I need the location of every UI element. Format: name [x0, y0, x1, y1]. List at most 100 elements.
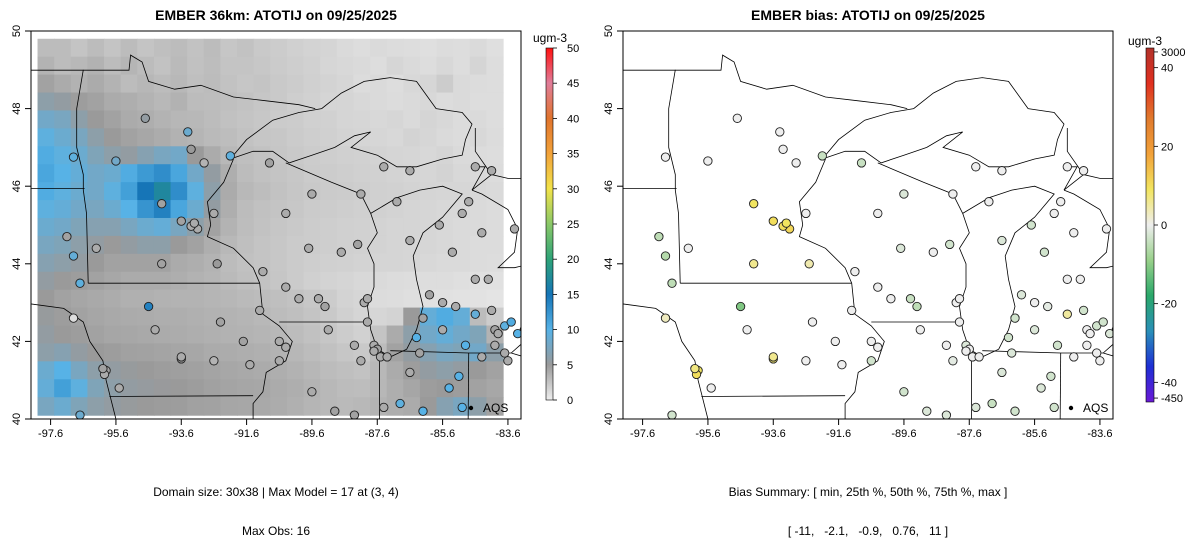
heatmap-cell	[386, 164, 404, 183]
boundary-line	[31, 303, 117, 419]
heatmap-cell	[170, 325, 188, 345]
boundary-line	[109, 395, 254, 397]
heatmap-cell	[137, 343, 155, 362]
heatmap-cells	[37, 38, 504, 416]
station-point	[362, 317, 373, 327]
heatmap-cell	[320, 253, 338, 273]
heatmap-cell	[70, 164, 88, 183]
heatmap-cell	[370, 56, 388, 76]
station-point	[150, 325, 160, 335]
station-point	[654, 231, 664, 242]
station-point	[356, 356, 366, 366]
heatmap-cell	[253, 397, 271, 416]
station-point	[143, 301, 154, 312]
heatmap-cell	[37, 200, 55, 219]
heatmap-cell	[187, 92, 205, 112]
heatmap-cell	[37, 128, 55, 147]
heatmap-cell	[320, 361, 338, 380]
heatmap-cell	[120, 217, 138, 237]
heatmap-cell	[203, 56, 222, 76]
station-point	[411, 332, 422, 343]
heatmap-cell	[220, 325, 238, 345]
station-point	[209, 356, 219, 366]
heatmap-cell	[336, 397, 354, 416]
heatmap-cell	[403, 182, 421, 201]
heatmap-cell	[486, 200, 504, 219]
map-outlines	[31, 54, 521, 419]
heatmap-cell	[104, 110, 122, 129]
heatmap-cell	[104, 253, 122, 273]
station-point	[209, 208, 219, 219]
station-point	[477, 228, 487, 238]
heatmap-cell	[153, 343, 172, 362]
heatmap-cell	[353, 128, 371, 147]
heatmap-cell	[170, 307, 188, 327]
station-point	[98, 363, 108, 374]
heatmap-cell	[336, 110, 354, 129]
heatmap-cell	[370, 307, 388, 327]
heatmap-cell	[386, 110, 404, 129]
heatmap-cell	[370, 217, 388, 237]
heatmap-cell	[170, 271, 188, 291]
heatmap-cell	[419, 74, 438, 94]
heatmap-cell	[220, 271, 238, 291]
colorbar-tick-label: 3000	[1161, 47, 1185, 59]
heatmap-cell	[303, 289, 321, 309]
left-title: EMBER 36km: ATOTIJ on 09/25/2025	[155, 7, 397, 23]
colorbar-tick-label: 0	[567, 395, 573, 407]
station-point	[189, 218, 199, 228]
heatmap-cell	[120, 343, 138, 362]
station-point	[68, 251, 79, 261]
heatmap-cell	[220, 110, 238, 129]
station-point	[477, 352, 487, 362]
heatmap-cell	[469, 325, 487, 345]
heatmap-cell	[237, 253, 255, 273]
heatmap-cell	[386, 92, 404, 112]
heatmap-cell	[436, 307, 454, 327]
heatmap-cell	[153, 397, 172, 416]
station-point	[1078, 166, 1089, 176]
station-point	[997, 166, 1007, 176]
heatmap-cell	[303, 74, 321, 94]
heatmap-cell	[253, 128, 271, 147]
station-point	[873, 208, 883, 219]
station-point	[683, 243, 693, 253]
heatmap-cell	[203, 379, 222, 398]
heatmap-cell	[486, 146, 504, 165]
station-point	[974, 352, 984, 362]
station-point	[1052, 340, 1063, 350]
heatmap-cell	[120, 235, 138, 255]
heatmap-cell	[37, 271, 55, 291]
heatmap-cell	[220, 217, 238, 237]
x-tick-label: -87.6	[365, 428, 390, 440]
heatmap-cell	[237, 182, 255, 201]
heatmap-cell	[87, 289, 105, 309]
heatmap-cell	[469, 128, 487, 147]
y-tick-label: 46	[11, 180, 23, 192]
heatmap-cell	[87, 307, 105, 327]
heatmap-cell	[37, 361, 55, 380]
station-point	[483, 274, 493, 284]
heatmap-cell	[336, 289, 354, 309]
heatmap-cell	[153, 110, 172, 129]
station-point	[1069, 228, 1079, 238]
heatmap-cell	[54, 92, 72, 112]
heatmap-cell	[419, 128, 438, 147]
heatmap-cell	[336, 325, 354, 345]
heatmap-cell	[469, 289, 487, 309]
station-point	[1062, 162, 1072, 172]
heatmap-cell	[237, 217, 255, 237]
heatmap-cell	[486, 379, 504, 398]
heatmap-cell	[270, 164, 288, 183]
heatmap-cell	[403, 92, 421, 112]
colorbar-ramp	[1145, 47, 1155, 403]
station-point	[948, 356, 958, 366]
heatmap-cell	[286, 92, 305, 112]
heatmap-cell	[270, 74, 288, 94]
heatmap-cell	[303, 92, 321, 112]
heatmap-cell	[286, 38, 305, 58]
heatmap-cell	[203, 289, 222, 309]
station-point	[513, 328, 521, 339]
heatmap-cell	[237, 164, 255, 183]
station-point	[274, 336, 284, 347]
